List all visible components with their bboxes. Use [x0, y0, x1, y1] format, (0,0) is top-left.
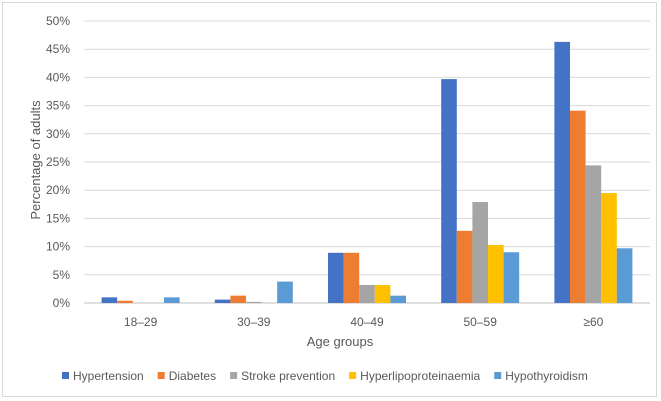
y-tick-label: 35% — [46, 99, 70, 113]
bar-hypertension-1 — [101, 297, 118, 303]
chart-frame — [2, 2, 657, 397]
y-tick-label: 10% — [46, 240, 70, 254]
bars — [101, 41, 633, 304]
legend-swatch-diabetes — [157, 372, 165, 379]
y-tick-label: 25% — [46, 155, 70, 169]
bar-hypertension-2 — [214, 299, 231, 303]
y-axis-label: Percentage of adults — [28, 100, 43, 220]
y-tick-label: 5% — [53, 268, 71, 282]
legend-label-hypothyroidism: Hypothyroidism — [505, 369, 588, 383]
bar-hypertension-4 — [441, 79, 457, 303]
y-tick-label: 45% — [46, 42, 70, 56]
bar-diabetes-5 — [570, 110, 586, 304]
y-tick-label: 40% — [46, 70, 70, 84]
legend-swatch-hypothyroidism — [494, 372, 502, 379]
y-tick-label: 20% — [46, 183, 70, 197]
y-tick-label: 50% — [46, 14, 70, 28]
legend-label-hyperlipoproteinaemia: Hyperlipoproteinaemia — [360, 369, 480, 383]
legend-swatch-stroke-prevention — [230, 372, 238, 379]
bar-hypothyroidism-4 — [503, 252, 520, 303]
legend-label-hypertension: Hypertension — [73, 369, 144, 383]
bar-hypertension-5 — [554, 41, 570, 303]
x-tick-labels: 18–29 30–39 40–49 50–59 ≥60 — [124, 315, 604, 329]
bar-stroke-prevention-3 — [359, 284, 375, 303]
bar-hypothyroidism-1 — [164, 297, 180, 303]
bar-hypothyroidism-3 — [390, 295, 406, 303]
x-tick-label: ≥60 — [583, 315, 603, 329]
bar-diabetes-4 — [456, 230, 473, 303]
legend-label-stroke-prevention: Stroke prevention — [241, 369, 335, 383]
legend-swatch-hypertension — [62, 372, 69, 379]
bar-diabetes-2 — [230, 295, 246, 303]
x-tick-label: 40–49 — [350, 315, 384, 329]
y-tick-label: 15% — [46, 211, 70, 225]
legend-label-diabetes: Diabetes — [169, 369, 216, 383]
y-tick-label: 30% — [46, 127, 70, 141]
legend: Hypertension Diabetes Stroke prevention Hyp… — [62, 369, 588, 383]
x-tick-label: 30–39 — [237, 315, 271, 329]
bar-diabetes-1 — [117, 300, 133, 303]
x-axis-label: Age groups — [307, 334, 374, 349]
bar-hypothyroidism-2 — [277, 281, 293, 303]
bar-stroke-prevention-2 — [246, 301, 262, 303]
x-tick-label: 18–29 — [124, 315, 158, 329]
bar-hyperlipoproteinaemia-5 — [601, 193, 617, 303]
y-tick-label: 0% — [53, 296, 71, 310]
bar-hyperlipoproteinaemia-4 — [488, 244, 504, 303]
bar-hyperlipoproteinaemia-3 — [374, 284, 391, 303]
bar-diabetes-3 — [343, 252, 360, 303]
bar-hypertension-3 — [328, 252, 344, 303]
x-tick-label: 50–59 — [464, 315, 498, 329]
legend-swatch-hyperlipoproteinaemia — [349, 372, 357, 379]
bar-stroke-prevention-5 — [585, 165, 602, 303]
bar-hypothyroidism-5 — [616, 248, 633, 303]
bar-stroke-prevention-4 — [472, 202, 488, 303]
y-tick-labels: 0% 5% 10% 15% 20% 25% 30% 35% 40% 45% 50% — [46, 14, 70, 310]
